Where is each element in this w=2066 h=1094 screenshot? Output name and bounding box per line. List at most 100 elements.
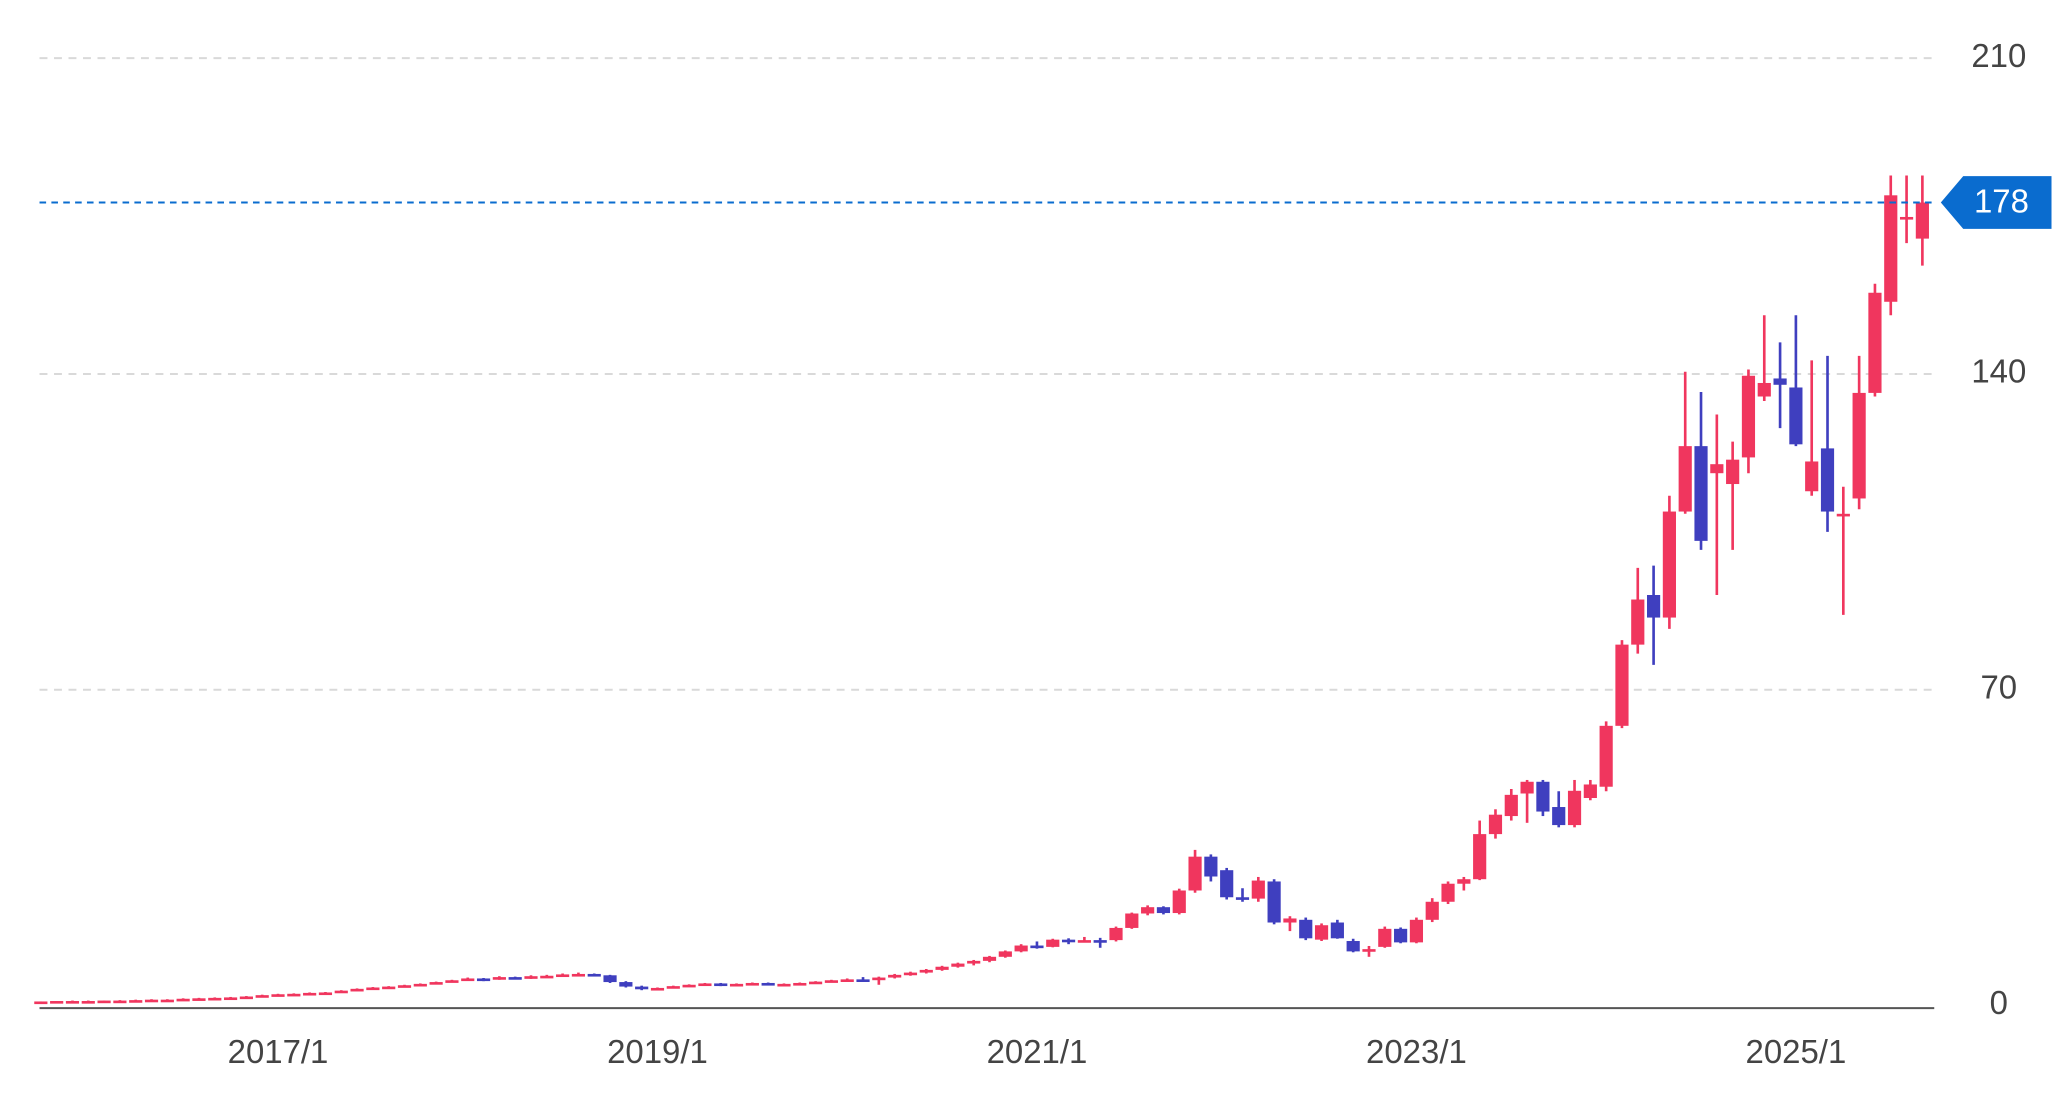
candle-body	[1125, 913, 1139, 928]
candle-body	[1109, 927, 1123, 941]
candle-body	[476, 978, 491, 982]
candle-body	[998, 951, 1012, 957]
candle-body	[856, 979, 870, 982]
candle-body	[1093, 940, 1107, 943]
candle-body	[1188, 856, 1202, 891]
candle-body	[397, 985, 412, 988]
candle-body	[366, 987, 380, 991]
candle-body	[1330, 922, 1344, 939]
candle-body	[1473, 834, 1487, 880]
candle-body	[1046, 939, 1060, 947]
candle-body	[919, 969, 933, 973]
y-tick-label: 70	[1980, 668, 2017, 705]
candle-body	[935, 966, 949, 970]
candle-body	[50, 1001, 64, 1004]
candle-body	[556, 974, 570, 978]
candle-body	[761, 982, 775, 986]
candle-body	[81, 1001, 95, 1004]
candle-body	[287, 993, 301, 997]
candle-body	[1552, 807, 1566, 826]
x-tick-label: 2021/1	[987, 1033, 1088, 1070]
candle-body	[809, 981, 823, 985]
candle-body	[1030, 945, 1044, 949]
candle-body	[666, 986, 680, 989]
candle-body	[1204, 856, 1218, 877]
candle-body	[1773, 378, 1787, 385]
candle-body	[271, 994, 285, 997]
candle-body	[1820, 448, 1835, 512]
candle-body	[1520, 781, 1534, 794]
candle-body	[1251, 880, 1265, 899]
candle-body	[255, 995, 269, 998]
candle-body	[508, 977, 522, 980]
candle-body	[682, 984, 696, 988]
candle-body	[824, 980, 838, 983]
candle-body	[872, 977, 886, 981]
candle-body	[1741, 375, 1756, 458]
candle-body	[303, 992, 317, 996]
candle-body	[192, 998, 206, 1001]
candle-body	[1235, 897, 1250, 900]
candle-body	[113, 1000, 127, 1004]
candle-body	[619, 982, 633, 987]
candle-body	[1678, 446, 1692, 512]
candle-body	[223, 997, 238, 1001]
candle-body	[982, 956, 997, 961]
candle-body	[698, 983, 712, 987]
candle-body	[1077, 940, 1091, 943]
candle-body	[1394, 928, 1408, 943]
candle-body	[239, 996, 253, 1000]
candle-body	[951, 963, 965, 967]
candle-body	[1599, 725, 1613, 787]
candle-body	[1156, 907, 1171, 914]
candle-body	[603, 975, 617, 983]
candle-body	[1172, 890, 1186, 914]
candle-body	[650, 987, 665, 991]
candle-body	[34, 1001, 48, 1005]
candle-body	[144, 999, 159, 1003]
candle-body	[1346, 941, 1360, 952]
candle-body	[1789, 387, 1803, 445]
candle-body	[903, 972, 918, 976]
candle-body	[1299, 919, 1313, 939]
candle-body	[1647, 595, 1661, 618]
candle-body	[1583, 784, 1597, 799]
candle-body	[1504, 794, 1518, 817]
candle-body	[1220, 870, 1234, 898]
candle-body	[888, 974, 902, 978]
candle-body	[1899, 216, 1914, 220]
candle-body	[1378, 928, 1392, 947]
candle-body	[65, 1001, 80, 1004]
candle-body	[793, 982, 807, 986]
x-tick-label: 2025/1	[1746, 1033, 1847, 1070]
candle-body	[1267, 881, 1281, 923]
x-tick-label: 2023/1	[1366, 1033, 1467, 1070]
candle-body	[461, 978, 475, 982]
candle-body	[1615, 644, 1629, 726]
candle-body	[1457, 879, 1471, 884]
candle-body	[1694, 446, 1708, 541]
candle-body	[445, 980, 459, 983]
candle-body	[540, 975, 554, 979]
last-value-badge	[1940, 176, 2052, 229]
candle-body	[1014, 945, 1028, 952]
candle-body	[729, 983, 744, 987]
candle-body	[413, 983, 427, 987]
last-value-label: 178	[1974, 183, 2029, 220]
candle-body	[777, 983, 791, 987]
candle-body	[318, 992, 333, 996]
candle-body	[1836, 513, 1850, 517]
candle-body	[208, 997, 222, 1001]
candle-body	[160, 999, 174, 1003]
candle-body	[524, 976, 538, 979]
candle-body	[1567, 790, 1582, 826]
x-tick-label: 2017/1	[228, 1033, 329, 1070]
candle-body	[176, 998, 190, 1002]
candle-body	[429, 982, 443, 985]
x-tick-label: 2019/1	[607, 1033, 708, 1070]
candle-body	[635, 986, 649, 990]
y-tick-label: 140	[1971, 353, 2026, 390]
candle-body	[1061, 939, 1076, 943]
candle-body	[571, 973, 586, 977]
candle-body	[97, 1000, 111, 1004]
